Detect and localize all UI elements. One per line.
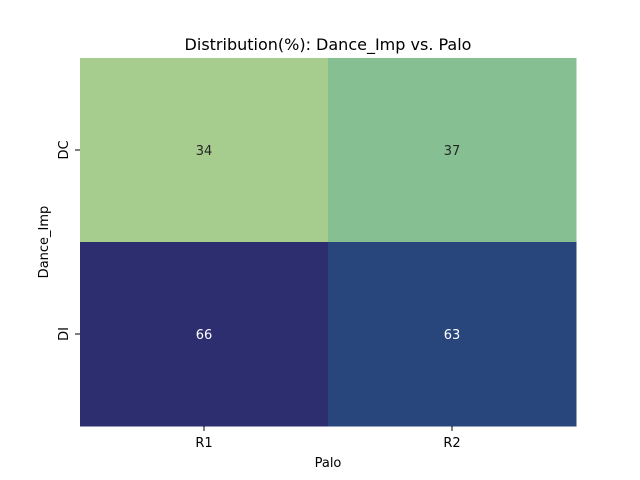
y-tick-label: DC [57,140,72,159]
y-tick-label: DI [57,327,72,341]
chart-title: Distribution(%): Dance_Imp vs. Palo [185,35,472,55]
heatmap-cells [80,58,577,427]
x-axis-ticks: R1 R2 [195,426,461,451]
cell-value-label: 63 [444,328,461,343]
x-tick-label: R1 [195,436,212,451]
x-tick-label: R2 [443,436,460,451]
y-axis-ticks: DC DI [57,140,80,341]
heatmap-cell [328,242,577,427]
heatmap-annotations: 34 37 66 63 [196,144,461,343]
cell-value-label: 34 [196,144,213,159]
cell-value-label: 37 [444,144,461,159]
y-axis-label: Dance_Imp [37,206,52,279]
x-axis-label: Palo [315,456,342,471]
heatmap-cell [328,58,577,243]
cell-value-label: 66 [196,328,213,343]
heatmap-cell [80,58,329,243]
heatmap-cell [80,242,329,427]
